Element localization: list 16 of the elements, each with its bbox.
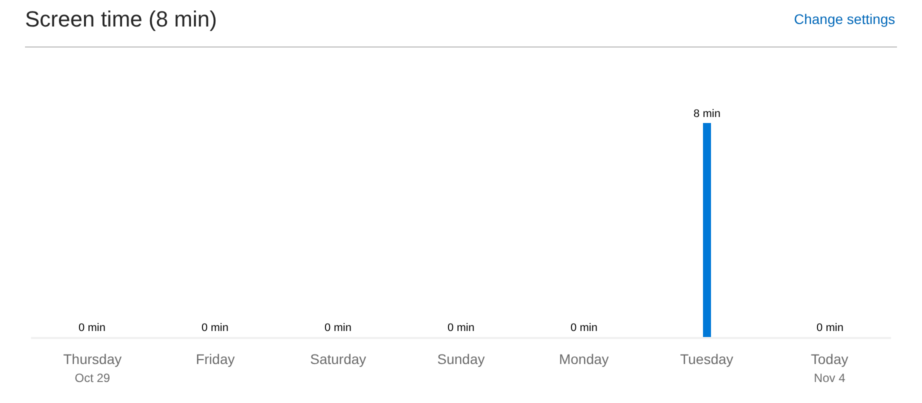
x-tick-label: Sunday: [437, 350, 485, 367]
x-tick-label: Monday: [558, 350, 609, 367]
data-label: 0 min: [816, 322, 844, 334]
text: Change settings: [794, 11, 896, 27]
data-label: 0 min: [570, 322, 598, 334]
x-tick-label: Thursday Oct 29: [63, 350, 122, 385]
data-label: 0 min: [78, 322, 106, 334]
data-label: 8 min: [694, 108, 720, 120]
x-tick-label: Today Nov 4: [810, 350, 848, 385]
data-label: 0 min: [202, 322, 228, 334]
data-label: 0 min: [324, 322, 352, 334]
x-tick-label: Tuesday: [680, 350, 734, 367]
x-tick-label: Saturday: [310, 350, 366, 367]
data-label: 0 min: [448, 322, 474, 334]
chart-title: Screen time (8 min): [25, 6, 217, 32]
x-tick-label: Friday: [196, 350, 235, 367]
